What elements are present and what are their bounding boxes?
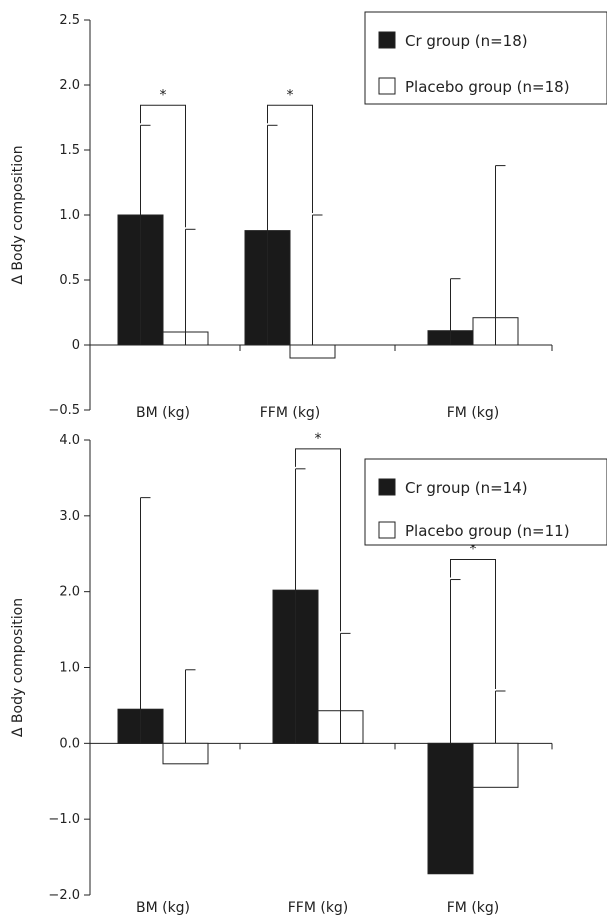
legend-label: Cr group (n=14) [405, 479, 528, 497]
chart-bottom: 4.0 3.0 2.0 1.0 0.0 −1.0 −2.0 Δ Body compositio… [10, 431, 607, 916]
legend-swatch [378, 31, 396, 49]
legend-swatch [378, 478, 396, 496]
category-label: BM (kg) [136, 405, 190, 421]
y-tick-label: 2.0 [59, 585, 80, 600]
significance-star: * [160, 87, 167, 103]
significance-bracket [140, 104, 186, 228]
legend-swatch [378, 521, 396, 539]
y-tick-label: 0.5 [59, 273, 80, 288]
chart-top: 2.5 2.0 1.5 1.0 0.5 0 −0.5 Δ Body composition BM… [10, 11, 607, 421]
y-axis-label: Δ Body composition [10, 598, 26, 737]
y-tick-label: 4.0 [59, 433, 80, 448]
y-tick-label: −1.0 [48, 812, 80, 827]
y-tick-label: 1.5 [59, 143, 80, 158]
significance-bracket [450, 559, 496, 690]
legend-box [364, 458, 607, 546]
category-label: FFM (kg) [288, 900, 349, 916]
bar-placebo [289, 344, 336, 359]
legend-box [364, 11, 607, 105]
y-tick-label: −2.0 [48, 888, 80, 903]
legend-swatch [378, 77, 396, 95]
significance-bracket [267, 104, 313, 213]
y-tick-label: 1.0 [59, 661, 80, 676]
significance-bracket [295, 448, 341, 632]
y-tick-label: 0 [72, 338, 80, 353]
legend-label: Placebo group (n=18) [405, 78, 570, 96]
legend-label: Placebo group (n=11) [405, 522, 570, 540]
bar-cr [427, 742, 474, 875]
category-label: FFM (kg) [260, 405, 321, 421]
category-label: FM (kg) [447, 405, 500, 421]
significance-star: * [287, 87, 294, 103]
bar-placebo [472, 742, 519, 788]
y-tick-label: 0.0 [59, 736, 80, 751]
bar-placebo [162, 742, 209, 765]
y-tick-label: 1.0 [59, 208, 80, 223]
significance-star: * [315, 431, 322, 447]
y-tick-label: 2.0 [59, 78, 80, 93]
y-tick-label: −0.5 [48, 403, 80, 418]
y-axis-label: Δ Body composition [10, 145, 26, 284]
significance-star: * [470, 542, 477, 558]
legend-label: Cr group (n=18) [405, 32, 528, 50]
category-label: BM (kg) [136, 900, 190, 916]
category-label: FM (kg) [447, 900, 500, 916]
y-tick-label: 2.5 [59, 13, 80, 28]
y-tick-label: 3.0 [59, 509, 80, 524]
